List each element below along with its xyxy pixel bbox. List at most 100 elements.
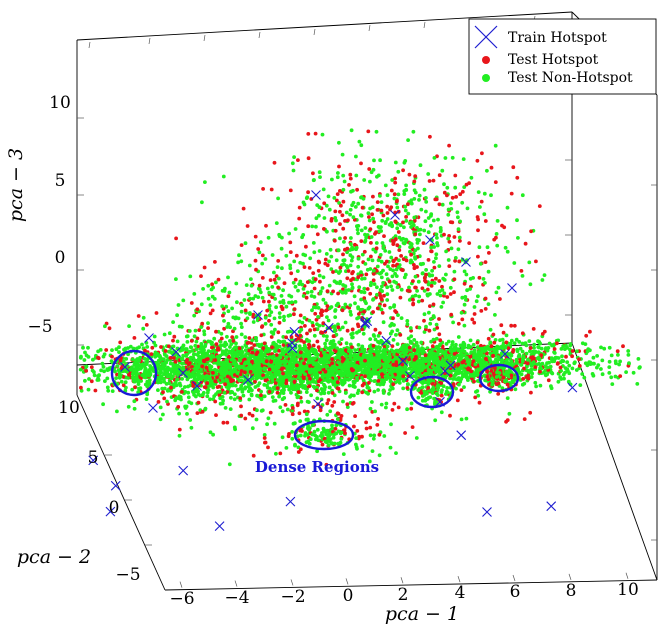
test-non-hotspot-point <box>395 356 399 360</box>
test-non-hotspot-point <box>432 245 436 249</box>
test-non-hotspot-point <box>442 359 446 364</box>
test-non-hotspot-point <box>442 291 447 296</box>
test-non-hotspot-point <box>567 363 572 368</box>
test-non-hotspot-point <box>99 368 103 373</box>
test-non-hotspot-point <box>187 349 192 354</box>
test-non-hotspot-point <box>457 382 461 387</box>
test-non-hotspot-point <box>337 281 342 286</box>
test-non-hotspot-point <box>600 358 605 363</box>
test-hotspot-point <box>161 390 165 395</box>
test-non-hotspot-point <box>422 312 427 317</box>
test-non-hotspot-point <box>591 355 596 360</box>
test-non-hotspot-point <box>353 348 358 352</box>
test-non-hotspot-point <box>599 345 603 350</box>
test-hotspot-point <box>385 211 390 215</box>
test-non-hotspot-point <box>378 253 383 257</box>
test-non-hotspot-point <box>419 340 424 345</box>
test-hotspot-point <box>162 396 167 401</box>
test-non-hotspot-point <box>393 160 398 165</box>
test-hotspot-point <box>476 217 480 222</box>
test-non-hotspot-point <box>438 293 443 298</box>
test-non-hotspot-point <box>330 177 334 182</box>
test-non-hotspot-point <box>380 284 384 289</box>
test-hotspot-point <box>333 228 338 233</box>
test-non-hotspot-point <box>462 368 466 372</box>
test-non-hotspot-point <box>92 373 97 378</box>
test-hotspot-point <box>343 219 347 223</box>
test-non-hotspot-point <box>438 226 443 230</box>
test-non-hotspot-point <box>334 258 339 263</box>
test-non-hotspot-point <box>434 352 439 357</box>
test-non-hotspot-point <box>496 355 500 359</box>
tick-mark <box>368 24 371 32</box>
test-non-hotspot-point <box>522 381 527 386</box>
test-non-hotspot-point <box>381 281 385 285</box>
test-non-hotspot-point <box>479 365 483 370</box>
test-non-hotspot-point <box>355 375 359 380</box>
test-non-hotspot-point <box>286 371 291 376</box>
test-hotspot-point <box>458 239 462 243</box>
test-hotspot-point <box>306 373 311 378</box>
test-hotspot-point <box>329 217 334 221</box>
test-non-hotspot-point <box>602 346 607 351</box>
test-non-hotspot-point <box>326 194 331 199</box>
test-hotspot-point <box>483 260 488 264</box>
test-non-hotspot-point <box>450 340 455 344</box>
test-hotspot-point <box>238 396 243 400</box>
test-non-hotspot-point <box>290 161 295 166</box>
test-hotspot-point <box>133 385 137 390</box>
test-non-hotspot-point <box>369 372 374 376</box>
test-non-hotspot-point <box>328 341 333 346</box>
test-non-hotspot-point <box>97 373 101 378</box>
test-hotspot-point <box>393 237 398 242</box>
test-non-hotspot-point <box>408 241 413 246</box>
test-non-hotspot-point <box>310 308 314 313</box>
test-non-hotspot-point <box>81 345 85 350</box>
test-non-hotspot-point <box>317 213 321 218</box>
test-hotspot-point <box>375 208 380 212</box>
test-non-hotspot-point <box>296 288 300 293</box>
test-non-hotspot-point <box>315 365 319 369</box>
test-non-hotspot-point <box>444 249 448 254</box>
test-non-hotspot-point <box>342 240 346 244</box>
tick-mark <box>258 31 261 39</box>
test-non-hotspot-point <box>455 210 460 215</box>
test-non-hotspot-point <box>556 379 561 384</box>
test-non-hotspot-point <box>456 358 461 363</box>
test-hotspot-point <box>323 257 328 262</box>
test-non-hotspot-point <box>442 278 447 282</box>
test-hotspot-point <box>399 267 404 272</box>
test-hotspot-point <box>366 129 371 134</box>
test-non-hotspot-point <box>83 350 87 355</box>
test-non-hotspot-point <box>482 363 487 368</box>
test-non-hotspot-point <box>130 387 135 392</box>
test-hotspot-point <box>288 240 293 245</box>
test-non-hotspot-point <box>462 323 467 328</box>
test-non-hotspot-point <box>462 185 467 190</box>
tick-mark <box>423 21 426 29</box>
test-non-hotspot-point <box>301 287 306 291</box>
test-non-hotspot-point <box>229 342 234 347</box>
tick-mark <box>313 28 316 36</box>
test-non-hotspot-point <box>416 279 421 284</box>
test-non-hotspot-point <box>409 334 414 339</box>
test-non-hotspot-point <box>453 373 458 377</box>
test-non-hotspot-point <box>203 342 208 347</box>
test-non-hotspot-point <box>475 379 480 383</box>
test-non-hotspot-point <box>559 347 564 351</box>
test-non-hotspot-point <box>398 223 403 228</box>
test-non-hotspot-point <box>434 336 439 341</box>
test-non-hotspot-point <box>315 385 319 390</box>
test-hotspot-point <box>370 212 374 217</box>
test-hotspot-point <box>447 239 452 244</box>
test-non-hotspot-point <box>379 340 384 345</box>
test-hotspot-point <box>348 176 353 181</box>
test-non-hotspot-point <box>305 399 310 404</box>
test-hotspot-point <box>615 349 620 354</box>
test-non-hotspot-point <box>323 301 328 306</box>
test-non-hotspot-point <box>455 377 460 382</box>
test-non-hotspot-point <box>407 366 412 371</box>
test-non-hotspot-point <box>396 192 401 197</box>
test-hotspot-point <box>433 197 438 202</box>
test-non-hotspot-point <box>431 364 435 369</box>
